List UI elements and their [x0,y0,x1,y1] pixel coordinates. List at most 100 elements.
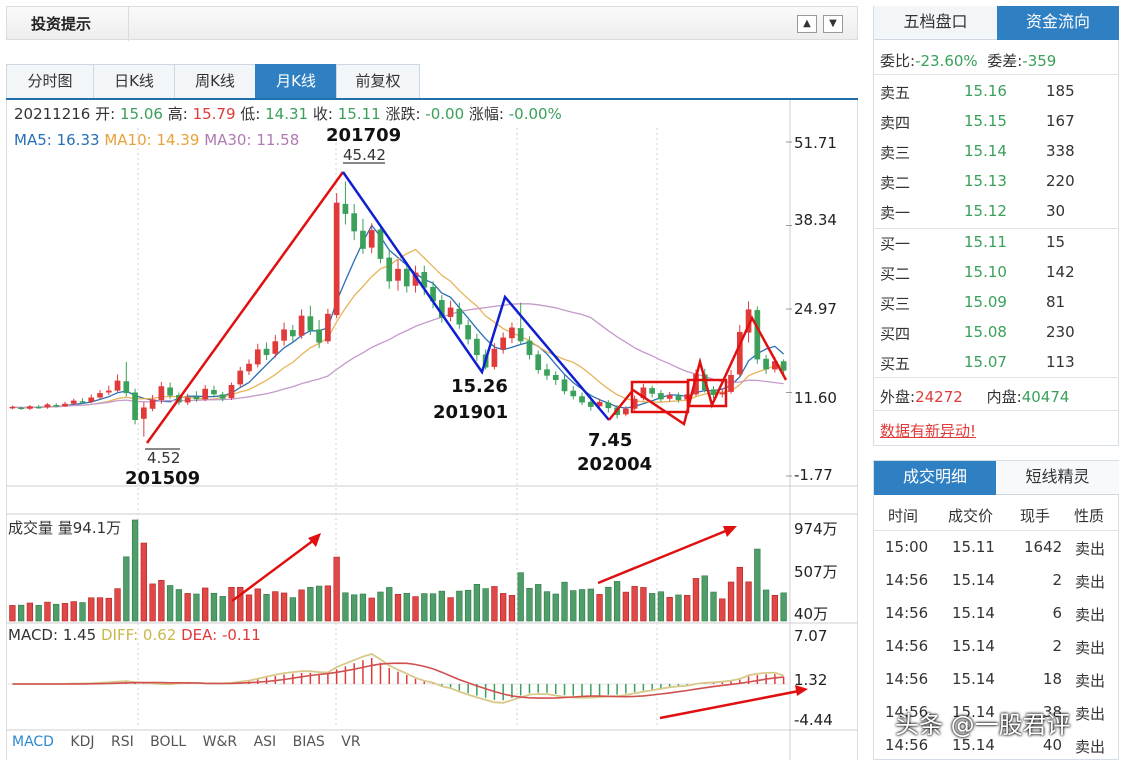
macd-arrow [659,688,805,720]
trade-time: 14:56 [885,604,929,622]
change-value: -0.00 [425,105,465,123]
scroll-down-button[interactable]: ▼ [823,15,843,33]
volume-tick: 507万 [794,563,838,581]
tab-short-line[interactable]: 短线精灵 [996,461,1119,495]
volume-bar [17,604,25,622]
volume-bar [386,587,393,622]
divider [874,377,1119,378]
candle-body [342,203,349,214]
candle-body [237,370,244,385]
indicator-tab-boll[interactable]: BOLL [150,734,187,750]
volume-arrow-2 [597,526,734,585]
volume-arrow-2-head [723,526,737,537]
chart-period-tabs: 分时图 日K线 周K线 月K线 前复权 [6,64,858,100]
trend-drawings [145,162,808,720]
kline-chart[interactable] [0,0,860,765]
tab-order-book[interactable]: 五档盘口 [874,6,997,40]
candle-body [368,230,375,248]
volume-bar [149,583,156,622]
ask-price: 15.14 [964,142,1007,160]
candle-body [438,300,445,318]
bar-date: 20211216 [14,105,91,123]
bid-price: 15.08 [964,323,1007,341]
indicator-tab-vr[interactable]: VR [341,734,361,750]
ask-price: 15.13 [964,172,1007,190]
tab-monthly-k[interactable]: 月K线 [255,64,337,98]
volume-bar [114,588,121,622]
divider [874,228,1119,229]
tab-weekly-k[interactable]: 周K线 [174,64,256,98]
trade-volume: 40 [1042,736,1062,754]
candle-body [254,349,261,365]
order-book-panel [873,6,1119,446]
volume-bar [613,581,621,622]
candle-body [780,361,787,371]
volume-bar [719,598,726,622]
candle-body [263,348,270,356]
tab-capital-flow[interactable]: 资金流向 [997,6,1119,40]
indicator-tab-asi[interactable]: ASI [253,734,277,750]
col-price: 成交价 [948,507,994,525]
indicator-tab-rsi[interactable]: RSI [110,734,134,750]
volume-bar [578,589,586,622]
indicator-tab-wr[interactable]: W&R [202,734,238,750]
trade-price: 15.14 [952,670,995,688]
volume-bar [140,542,147,622]
candle-body [579,396,585,403]
ma10-line [12,248,784,409]
volume-bar [158,580,165,622]
candle-body [44,404,51,408]
volume-bar [70,601,77,622]
volume-bar [377,591,384,622]
inner-value: 40474 [1021,388,1070,406]
bid-price: 15.07 [964,353,1007,371]
tab-daily-k[interactable]: 日K线 [93,64,175,98]
trade-type: 卖出 [1075,540,1106,558]
ask-volume: 220 [1046,172,1075,190]
volume-arrow-1 [231,535,319,603]
tab-forward-adjust[interactable]: 前复权 [336,64,420,98]
candle-body [491,348,498,367]
indicator-tab-kdj[interactable]: KDJ [70,734,95,750]
indicator-tab-bias[interactable]: BIAS [292,734,325,750]
ask-price: 15.12 [964,202,1007,220]
tab-intraday[interactable]: 分时图 [6,64,94,98]
volume-bar [210,592,218,622]
volume-bar [166,585,174,622]
volume-bar [736,566,743,622]
volume-bar [368,597,375,622]
ask-price: 15.15 [964,112,1007,130]
divider [874,74,1119,75]
blue-downtrend-line [341,171,610,421]
red-uptrend-line [145,171,345,444]
volume-bar [131,519,139,622]
candle-body [544,369,550,376]
volume-bar [298,589,305,622]
alert-link[interactable]: 数据有新异动! [880,422,977,440]
volume-bar [324,585,332,622]
volume-bar [727,581,735,622]
candle-body [623,408,629,415]
candle-body [587,401,594,407]
volume-bar [35,605,42,622]
high-value: 15.79 [192,105,236,123]
scroll-up-button[interactable]: ▲ [797,15,817,33]
volume-bar [359,593,367,622]
volume-bar [53,603,60,622]
col-type: 性质 [1074,507,1105,525]
candle-body [27,406,33,409]
candle-body [377,229,384,259]
ask-level-label: 卖五 [880,84,911,102]
tab-trade-detail[interactable]: 成交明细 [874,461,996,495]
candle-body [736,331,743,375]
candle-body [631,398,638,409]
volume-bar [587,588,594,622]
indicator-tab-macd[interactable]: MACD [12,734,54,750]
candle-body [88,397,95,402]
price-tick: 11.60 [794,389,837,407]
diff-value: -359 [1022,52,1057,70]
candle-body [184,397,191,403]
candle-body [193,396,200,400]
diff-label: DIFF: [101,626,139,644]
volume-bar [701,575,708,622]
